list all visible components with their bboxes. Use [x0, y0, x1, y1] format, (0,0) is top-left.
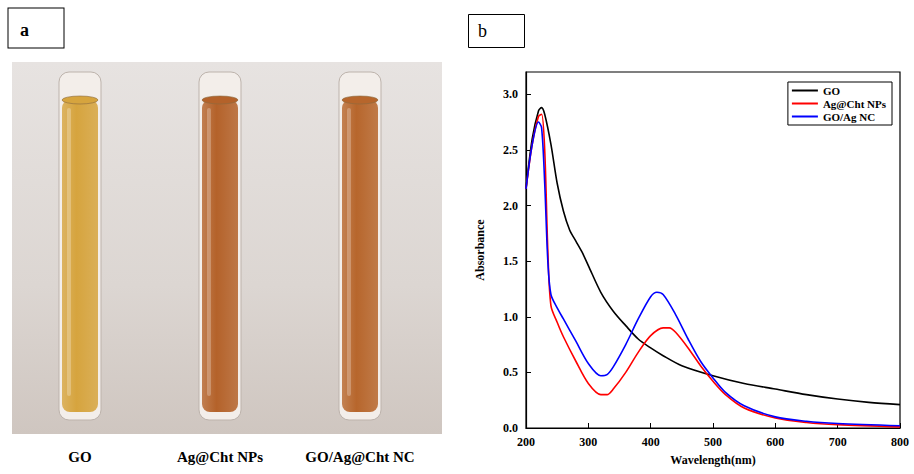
svg-text:0.5: 0.5 [503, 365, 518, 379]
svg-text:1.0: 1.0 [503, 310, 518, 324]
svg-text:Absorbance: Absorbance [473, 219, 487, 281]
svg-text:3.0: 3.0 [503, 87, 518, 101]
svg-text:200: 200 [517, 435, 535, 449]
svg-text:a: a [20, 20, 29, 40]
svg-text:GO/Ag@Cht NC: GO/Ag@Cht NC [305, 449, 414, 465]
svg-text:Ag@Cht NPs: Ag@Cht NPs [177, 449, 263, 465]
svg-text:b: b [478, 21, 487, 41]
svg-text:700: 700 [829, 435, 847, 449]
svg-text:1.5: 1.5 [503, 254, 518, 268]
svg-text:500: 500 [704, 435, 722, 449]
svg-text:400: 400 [642, 435, 660, 449]
svg-text:0.0: 0.0 [503, 421, 518, 435]
svg-text:800: 800 [891, 435, 909, 449]
svg-text:Wavelength(nm): Wavelength(nm) [670, 453, 755, 467]
svg-text:GO/Ag NC: GO/Ag NC [823, 111, 875, 123]
svg-text:GO: GO [823, 85, 841, 97]
svg-text:2.0: 2.0 [503, 199, 518, 213]
svg-text:GO: GO [68, 449, 91, 465]
svg-text:Ag@Cht NPs: Ag@Cht NPs [823, 98, 887, 110]
svg-text:300: 300 [579, 435, 597, 449]
svg-text:600: 600 [766, 435, 784, 449]
svg-text:2.5: 2.5 [503, 143, 518, 157]
